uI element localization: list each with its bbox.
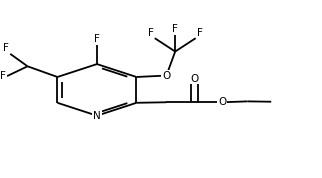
Text: O: O — [162, 70, 171, 81]
Text: O: O — [191, 74, 199, 84]
Text: F: F — [0, 71, 5, 81]
Text: O: O — [218, 97, 227, 107]
Text: N: N — [93, 111, 101, 121]
Text: F: F — [172, 24, 178, 34]
Text: F: F — [148, 28, 154, 38]
Text: F: F — [197, 28, 203, 38]
Text: F: F — [94, 34, 100, 44]
Text: F: F — [3, 43, 9, 53]
